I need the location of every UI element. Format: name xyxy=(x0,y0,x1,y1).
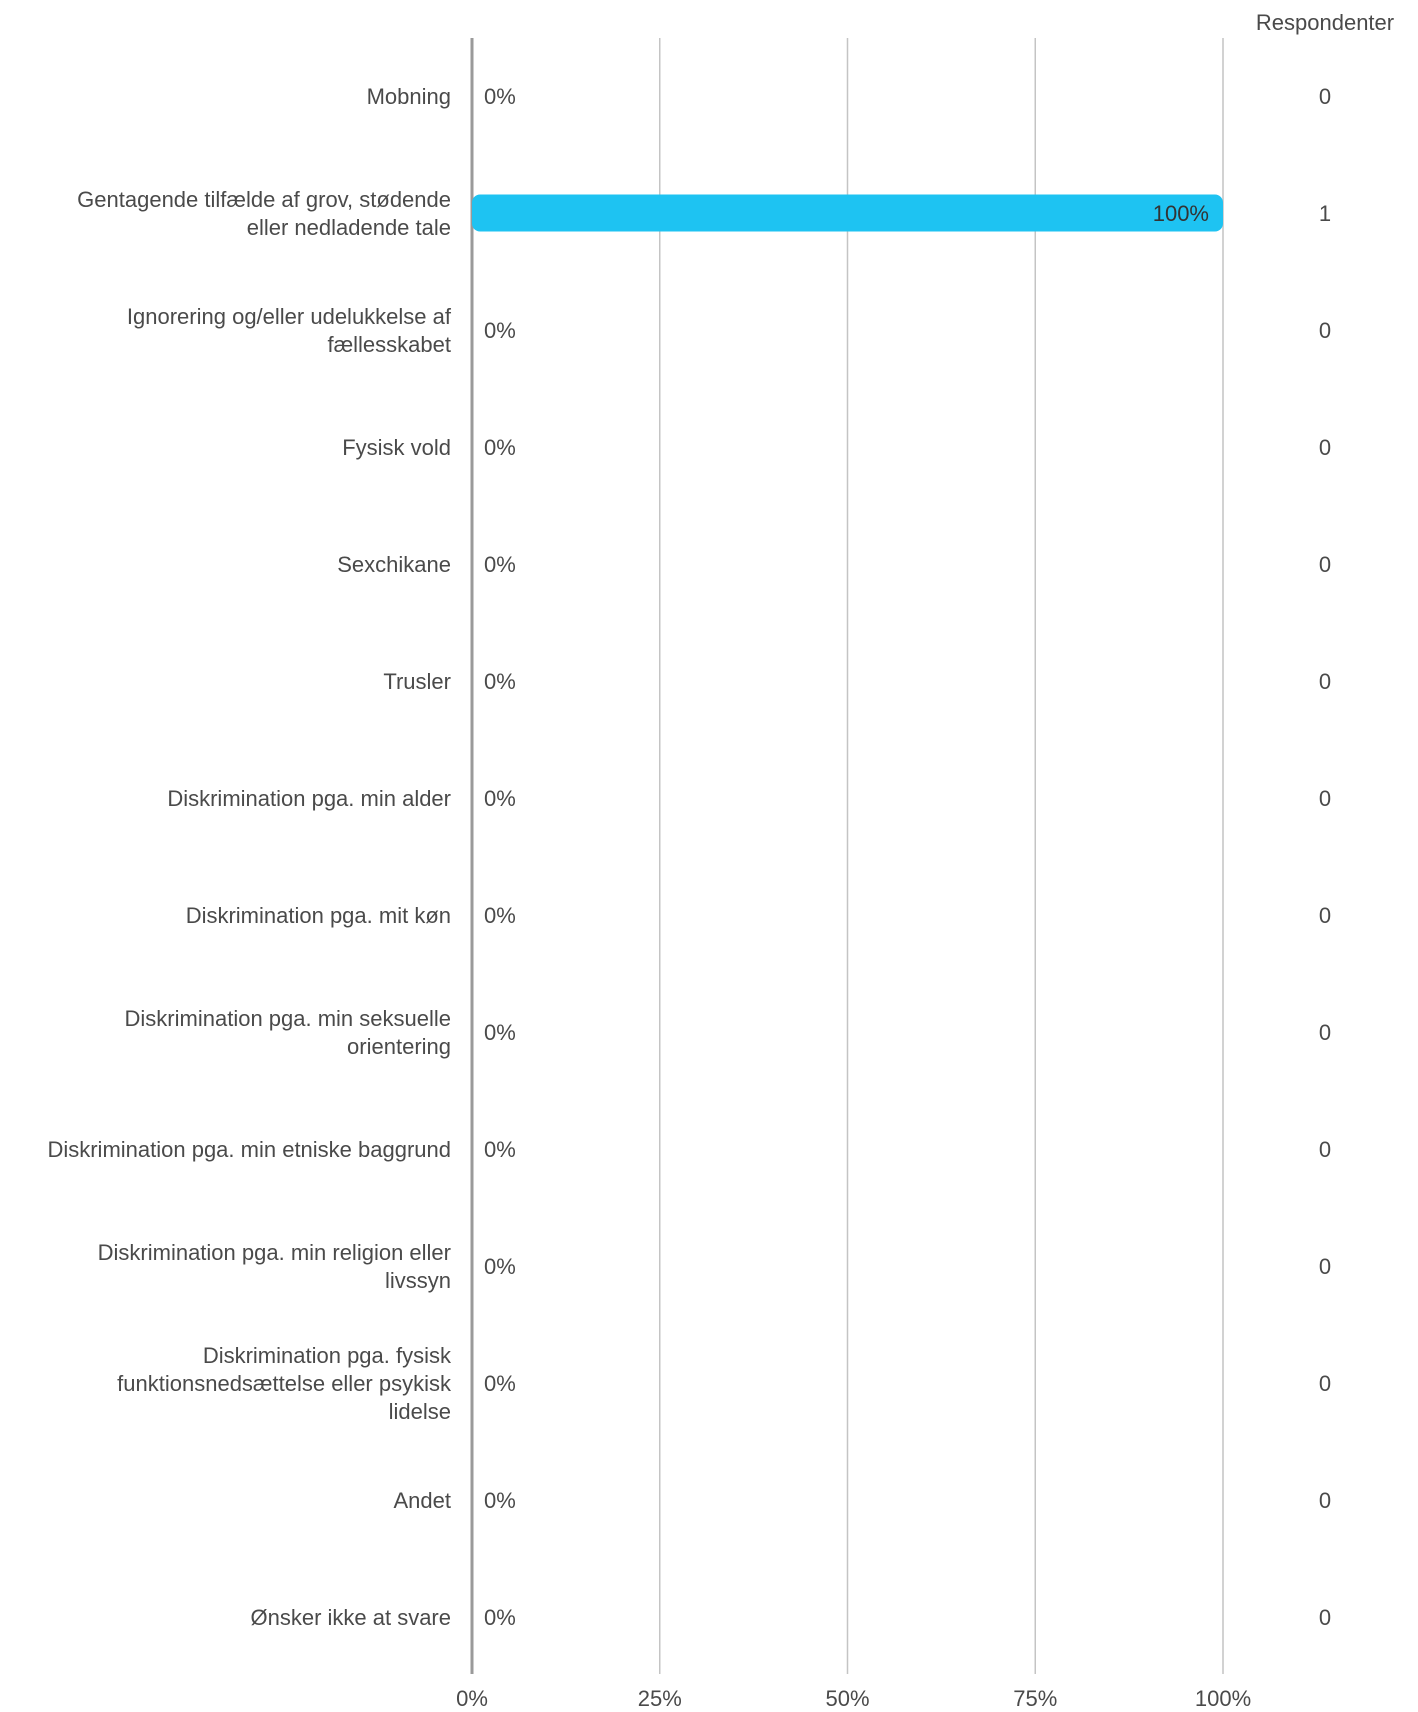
respondent-count: 0 xyxy=(1319,1254,1331,1279)
respondent-count: 0 xyxy=(1319,786,1331,811)
category-label: Ønsker ikke at svare xyxy=(250,1605,451,1630)
x-tick-label: 25% xyxy=(638,1686,682,1711)
category-label: eller nedladende tale xyxy=(247,215,451,240)
x-tick-label: 75% xyxy=(1013,1686,1057,1711)
bar-value-label: 0% xyxy=(484,903,516,928)
category-label: orientering xyxy=(347,1034,451,1059)
bar-value-label: 100% xyxy=(1153,201,1209,226)
category-label: Mobning xyxy=(367,84,451,109)
category-label: Gentagende tilfælde af grov, stødende xyxy=(77,187,451,212)
bar-value-label: 0% xyxy=(484,1488,516,1513)
category-label: fællesskabet xyxy=(327,332,451,357)
respondent-count: 0 xyxy=(1319,1488,1331,1513)
bar-value-label: 0% xyxy=(484,435,516,460)
category-label: Diskrimination pga. fysisk xyxy=(203,1343,452,1368)
category-label: Andet xyxy=(394,1488,452,1513)
bar-value-label: 0% xyxy=(484,669,516,694)
category-label: Diskrimination pga. mit køn xyxy=(186,903,451,928)
bar-value-label: 0% xyxy=(484,1020,516,1045)
respondent-count: 0 xyxy=(1319,318,1331,343)
category-label: Diskrimination pga. min religion eller xyxy=(98,1240,451,1265)
respondent-count: 0 xyxy=(1319,1020,1331,1045)
bar-value-label: 0% xyxy=(484,1371,516,1396)
respondent-count: 0 xyxy=(1319,552,1331,577)
category-label: Diskrimination pga. min alder xyxy=(167,786,451,811)
x-tick-label: 100% xyxy=(1195,1686,1251,1711)
respondent-count: 0 xyxy=(1319,435,1331,460)
bar xyxy=(472,194,1223,232)
respondent-count: 0 xyxy=(1319,1137,1331,1162)
x-tick-label: 50% xyxy=(825,1686,869,1711)
respondent-count: 0 xyxy=(1319,84,1331,109)
bar-value-label: 0% xyxy=(484,318,516,343)
category-label: Diskrimination pga. min seksuelle xyxy=(125,1006,451,1031)
bar-value-label: 0% xyxy=(484,1137,516,1162)
category-label: Sexchikane xyxy=(337,552,451,577)
category-label: Fysisk vold xyxy=(342,435,451,460)
category-label: funktionsnedsættelse eller psykisk xyxy=(117,1371,452,1396)
category-label: livssyn xyxy=(385,1268,451,1293)
bar-value-label: 0% xyxy=(484,84,516,109)
respondents-header: Respondenter xyxy=(1256,10,1394,35)
respondent-count: 0 xyxy=(1319,903,1331,928)
category-label: lidelse xyxy=(389,1399,451,1424)
bar-value-label: 0% xyxy=(484,786,516,811)
respondent-count: 1 xyxy=(1319,201,1331,226)
category-label: Diskrimination pga. min etniske baggrund xyxy=(47,1137,451,1162)
x-tick-label: 0% xyxy=(456,1686,488,1711)
category-label: Ignorering og/eller udelukkelse af xyxy=(127,304,452,329)
respondent-count: 0 xyxy=(1319,1605,1331,1630)
respondent-count: 0 xyxy=(1319,1371,1331,1396)
bar-value-label: 0% xyxy=(484,552,516,577)
bar-value-label: 0% xyxy=(484,1254,516,1279)
bar-value-label: 0% xyxy=(484,1605,516,1630)
category-label: Trusler xyxy=(383,669,451,694)
respondent-count: 0 xyxy=(1319,669,1331,694)
